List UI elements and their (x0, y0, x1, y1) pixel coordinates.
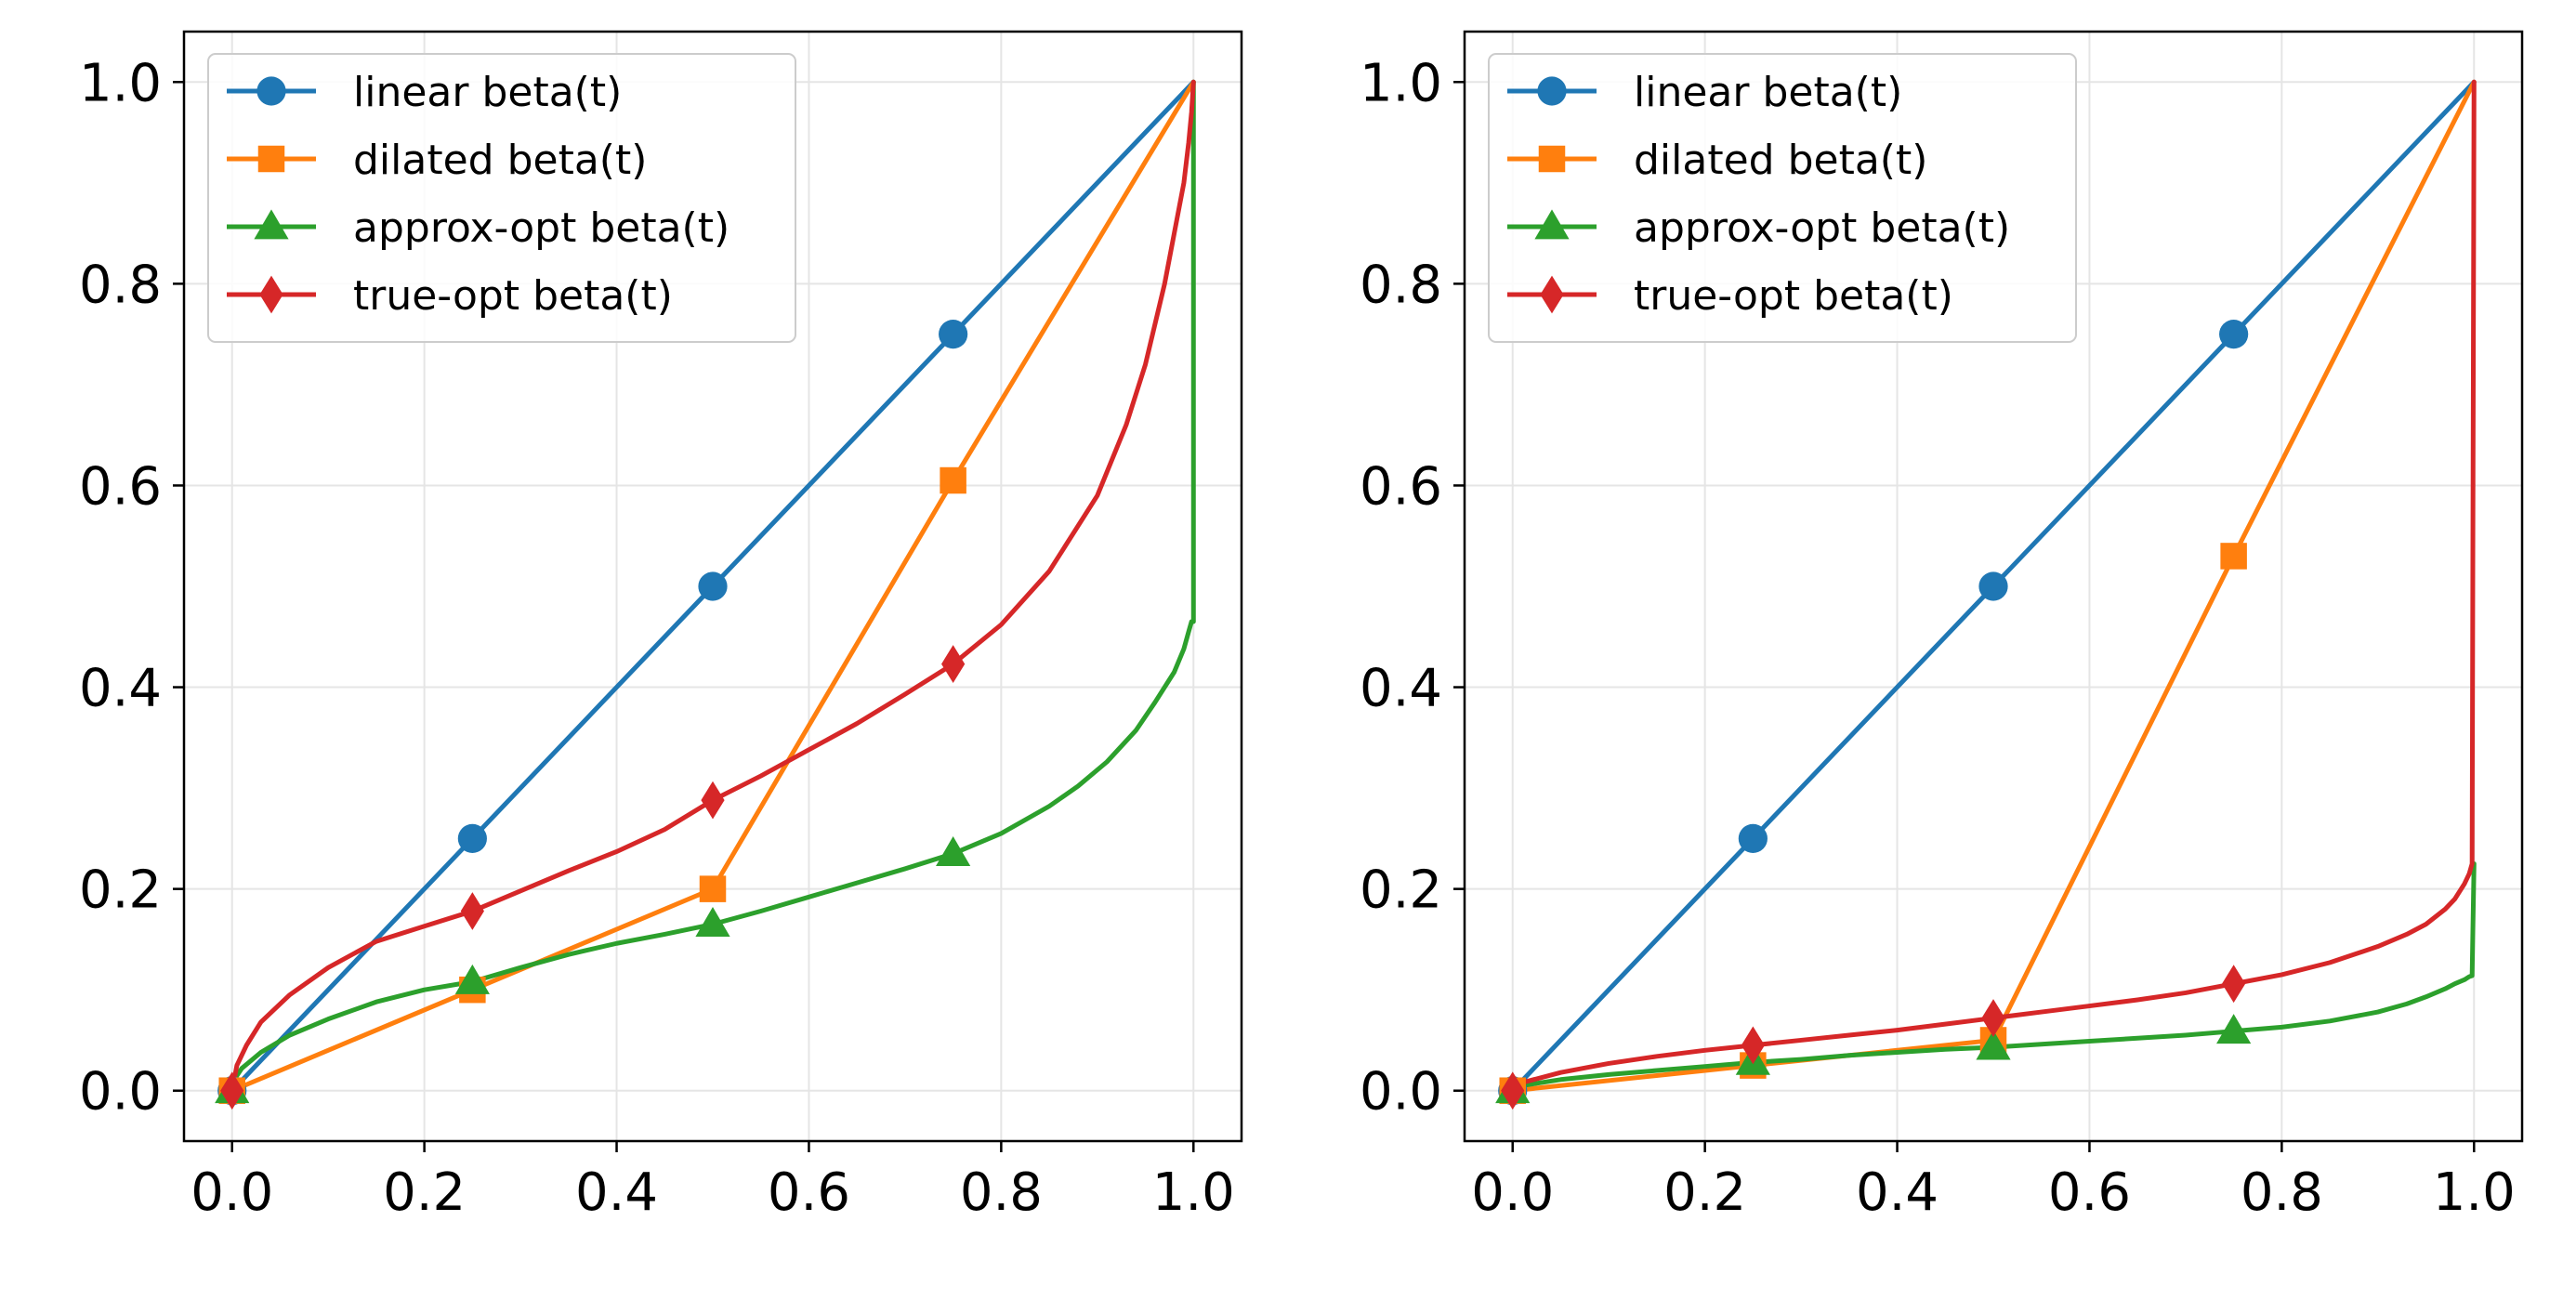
data-point-circle (939, 320, 968, 349)
data-point-triangle (2216, 1014, 2252, 1044)
series-line-diamond (230, 79, 1196, 1094)
data-point-square (940, 466, 966, 494)
legend-marker-diamond (259, 275, 283, 314)
x-tick-label: 1.0 (1152, 1162, 1235, 1223)
legend-item: approx-opt beta(t) (1507, 204, 2010, 252)
legend: linear beta(t) dilated beta(t) approx-opt … (1488, 53, 2077, 343)
y-tick-label: 0.8 (1360, 255, 1442, 315)
x-tick-label: 0.8 (2241, 1162, 2323, 1223)
y-tick-label: 0.4 (79, 659, 162, 719)
chart-panel-1: 0.0 0.2 0.4 0.6 0.8 1.0 0.0 0.2 0.4 0.6 0.8 1.0 line… (79, 30, 1243, 1223)
legend-marker-diamond (1540, 275, 1564, 314)
x-tick-label: 0.2 (383, 1162, 466, 1223)
series-line-triangle (1510, 861, 2477, 1094)
legend-box (207, 53, 796, 343)
x-tick-label: 0.0 (191, 1162, 273, 1223)
data-point-diamond (220, 1071, 244, 1110)
legend-marker-square (1538, 145, 1566, 173)
x-tick-label: 0.2 (1663, 1162, 1746, 1223)
y-tick-label: 0.4 (1360, 659, 1442, 719)
y-tick-label: 0.0 (79, 1062, 162, 1123)
legend-item: true-opt beta(t) (1507, 272, 1953, 320)
series-markers (1495, 320, 2252, 1110)
y-tick-label: 1.0 (1360, 53, 1442, 113)
legend-item: linear beta(t) (1507, 69, 1902, 116)
data-point-diamond (460, 892, 484, 930)
data-point-square (2220, 543, 2247, 570)
data-point-circle (1978, 571, 2008, 601)
legend: linear beta(t) dilated beta(t) approx-opt … (207, 53, 796, 343)
legend-label: linear beta(t) (1634, 69, 1902, 116)
y-tick-label: 0.8 (79, 255, 162, 315)
legend-label: dilated beta(t) (1634, 137, 1927, 184)
legend-box (1488, 53, 2077, 343)
x-tick-label: 0.4 (575, 1162, 658, 1223)
data-point-triangle (936, 836, 971, 867)
x-tick-label: 0.0 (1471, 1162, 1554, 1223)
y-tick-label: 1.0 (79, 53, 162, 113)
x-tick-label: 1.0 (2433, 1162, 2516, 1223)
x-tick-label: 0.6 (2048, 1162, 2131, 1223)
legend-marker-triangle (254, 209, 289, 240)
data-point-triangle (1976, 1030, 2011, 1060)
series-markers (215, 320, 971, 1110)
series-line-triangle (230, 79, 1196, 1094)
axes-frame (182, 30, 1243, 1143)
data-point-triangle (695, 907, 730, 938)
data-point-circle (698, 571, 728, 601)
data-point-diamond (1501, 1071, 1525, 1110)
data-point-diamond (701, 781, 725, 820)
legend-label: linear beta(t) (353, 69, 622, 116)
legend-item: true-opt beta(t) (227, 272, 673, 320)
legend-label: approx-opt beta(t) (1634, 204, 2010, 252)
y-tick-label: 0.6 (1360, 456, 1442, 517)
y-tick-label: 0.2 (1360, 860, 1442, 921)
series-line-diamond (1510, 79, 2477, 1094)
legend-item: dilated beta(t) (1507, 137, 1927, 184)
legend-label: approx-opt beta(t) (353, 204, 729, 252)
legend-label: true-opt beta(t) (353, 272, 673, 320)
data-point-square (699, 875, 727, 902)
y-tick-label: 0.0 (1360, 1062, 1442, 1123)
data-point-circle (1738, 823, 1768, 853)
legend-label: dilated beta(t) (353, 137, 647, 184)
x-tick-label: 0.4 (1856, 1162, 1939, 1223)
legend-item: linear beta(t) (227, 69, 622, 116)
data-point-diamond (2222, 965, 2246, 1004)
axes-frame (1463, 30, 2524, 1143)
ticks: 0.0 0.2 0.4 0.6 0.8 1.0 0.0 0.2 0.4 0.6 0.8 1.0 (79, 53, 1235, 1223)
legend-marker-circle (256, 76, 286, 106)
y-tick-label: 0.6 (79, 456, 162, 517)
x-tick-label: 0.6 (768, 1162, 850, 1223)
legend-marker-circle (1537, 76, 1567, 106)
ticks: 0.0 0.2 0.4 0.6 0.8 1.0 0.0 0.2 0.4 0.6 0.8 1.0 (1360, 53, 2516, 1223)
legend-label: true-opt beta(t) (1634, 272, 1953, 320)
data-point-diamond (1741, 1026, 1765, 1065)
data-point-triangle (454, 964, 490, 994)
data-point-diamond (941, 645, 966, 683)
data-point-diamond (1981, 999, 2005, 1037)
data-point-circle (457, 823, 487, 853)
chart-panel-2: 0.0 0.2 0.4 0.6 0.8 1.0 0.0 0.2 0.4 0.6 0.8 1.0 line… (1360, 30, 2524, 1223)
legend-item: approx-opt beta(t) (227, 204, 729, 252)
legend-marker-square (257, 145, 285, 173)
x-tick-label: 0.8 (960, 1162, 1043, 1223)
legend-marker-triangle (1534, 209, 1570, 240)
y-tick-label: 0.2 (79, 860, 162, 921)
data-point-circle (2219, 320, 2249, 349)
legend-item: dilated beta(t) (227, 137, 647, 184)
